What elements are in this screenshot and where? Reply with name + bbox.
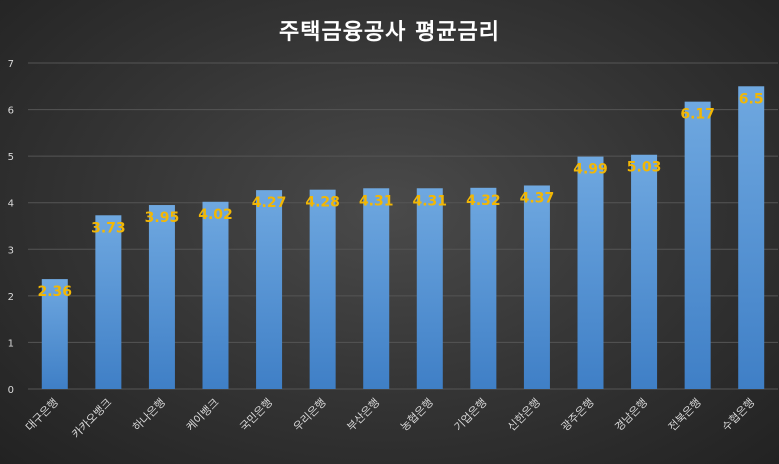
x-tick-label: 광주은행 [559, 396, 597, 434]
x-tick-label: 카카오뱅크 [69, 396, 114, 441]
x-tick-label: 우리은행 [291, 396, 329, 434]
bar [363, 188, 390, 389]
data-label: 4.27 [252, 195, 287, 211]
bar [738, 86, 765, 390]
bar [523, 185, 550, 389]
bar [95, 215, 122, 389]
x-tick-label: 수협은행 [720, 396, 758, 434]
x-tick-label: 대구은행 [23, 396, 61, 434]
bar [202, 201, 229, 389]
y-tick-label: 6 [8, 106, 14, 117]
data-label: 4.37 [520, 190, 555, 206]
y-tick-label: 0 [8, 385, 14, 396]
y-tick-label: 7 [8, 59, 14, 70]
data-label: 6.17 [680, 107, 715, 123]
data-label: 5.03 [627, 160, 662, 176]
bar [256, 190, 283, 389]
bar [470, 187, 497, 389]
y-tick-label: 1 [8, 338, 14, 349]
bar [148, 205, 175, 389]
data-label: 4.02 [198, 207, 233, 223]
data-label: 4.31 [413, 193, 448, 209]
x-tick-label: 부산은행 [345, 396, 383, 434]
y-tick-label: 5 [8, 152, 14, 163]
data-label: 2.36 [38, 284, 73, 300]
bar [41, 279, 68, 389]
data-label: 6.5 [739, 91, 764, 107]
bar [309, 189, 336, 389]
x-tick-label: 농협은행 [398, 396, 436, 434]
y-tick-label: 2 [8, 292, 14, 303]
data-label: 4.31 [359, 193, 394, 209]
x-tick-label: 신한은행 [505, 396, 543, 434]
data-label: 4.32 [466, 193, 501, 209]
chart-title: 주택금융공사 평균금리 [278, 20, 501, 45]
x-tick-label: 하나은행 [130, 395, 169, 434]
x-tick-label: 전북은행 [666, 396, 704, 434]
data-label: 4.28 [305, 195, 340, 211]
x-tick-label: 기업은행 [452, 396, 490, 434]
data-label: 4.99 [573, 162, 608, 178]
y-tick-label: 4 [8, 199, 14, 210]
bar [416, 188, 443, 389]
x-tick-label: 국민은행 [237, 396, 275, 434]
bar [577, 156, 604, 389]
data-label: 3.73 [91, 220, 126, 236]
data-label: 3.95 [145, 210, 180, 226]
bar [684, 101, 711, 389]
x-tick-label: 경남은행 [612, 396, 650, 434]
bar [631, 154, 658, 389]
x-tick-label: 케이뱅크 [184, 396, 222, 434]
y-tick-label: 3 [8, 245, 14, 256]
